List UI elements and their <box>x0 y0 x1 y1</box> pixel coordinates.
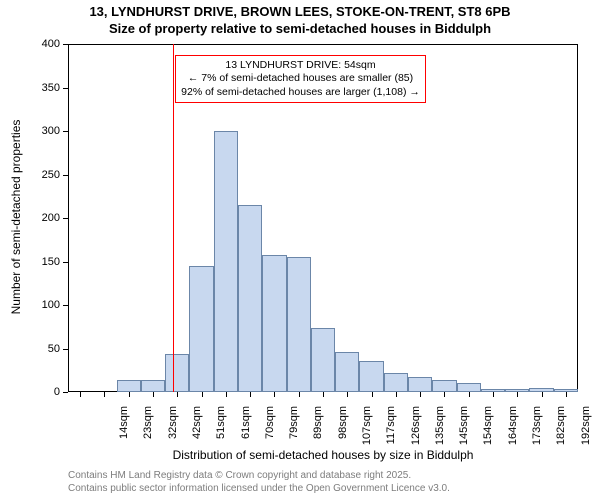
histogram-bar <box>287 257 311 392</box>
histogram-bar <box>408 377 432 392</box>
x-tick-mark <box>347 392 348 397</box>
x-tick-mark <box>469 392 470 397</box>
x-tick-mark <box>129 392 130 397</box>
x-tick-label: 182sqm <box>555 406 567 456</box>
x-tick-label: 32sqm <box>167 406 179 456</box>
x-tick-label: 173sqm <box>531 406 543 456</box>
annotation-line: 92% of semi-detached houses are larger (… <box>181 86 420 99</box>
y-tick-label: 300 <box>0 125 60 137</box>
x-tick-mark <box>177 392 178 397</box>
axis-border-left <box>68 44 69 392</box>
annotation-box: 13 LYNDHURST DRIVE: 54sqm← 7% of semi-de… <box>175 55 426 102</box>
y-tick-mark <box>63 262 68 263</box>
x-tick-mark <box>80 392 81 397</box>
histogram-bar <box>384 373 408 392</box>
x-tick-label: 61sqm <box>240 406 252 456</box>
x-tick-label: 135sqm <box>434 406 446 456</box>
x-tick-mark <box>104 392 105 397</box>
x-tick-mark <box>202 392 203 397</box>
x-tick-label: 154sqm <box>482 406 494 456</box>
histogram-bar <box>311 328 335 392</box>
annotation-line: ← 7% of semi-detached houses are smaller… <box>181 72 420 85</box>
x-tick-mark <box>542 392 543 397</box>
x-tick-label: 126sqm <box>410 406 422 456</box>
x-tick-label: 192sqm <box>580 406 592 456</box>
x-tick-label: 51sqm <box>215 406 227 456</box>
histogram-bar <box>457 383 481 392</box>
footer-line-1: Contains HM Land Registry data © Crown c… <box>68 470 450 483</box>
y-tick-label: 0 <box>0 386 60 398</box>
x-tick-mark <box>153 392 154 397</box>
footer-attribution: Contains HM Land Registry data © Crown c… <box>68 470 450 495</box>
x-tick-label: 79sqm <box>288 406 300 456</box>
y-tick-label: 250 <box>0 169 60 181</box>
y-tick-label: 400 <box>0 38 60 50</box>
x-tick-mark <box>372 392 373 397</box>
y-tick-mark <box>63 175 68 176</box>
y-tick-mark <box>63 131 68 132</box>
reference-line <box>173 44 174 392</box>
x-tick-mark <box>274 392 275 397</box>
y-tick-mark <box>63 392 68 393</box>
histogram-plot-area: 13 LYNDHURST DRIVE: 54sqm← 7% of semi-de… <box>68 44 578 392</box>
x-tick-label: 98sqm <box>337 406 349 456</box>
y-tick-mark <box>63 44 68 45</box>
histogram-bar <box>432 380 456 392</box>
y-tick-mark <box>63 305 68 306</box>
y-tick-label: 50 <box>0 343 60 355</box>
x-tick-mark <box>444 392 445 397</box>
histogram-bar <box>165 354 189 392</box>
x-tick-mark <box>517 392 518 397</box>
title-line-1: 13, LYNDHURST DRIVE, BROWN LEES, STOKE-O… <box>0 4 600 21</box>
x-tick-mark <box>299 392 300 397</box>
x-tick-label: 42sqm <box>191 406 203 456</box>
x-tick-label: 89sqm <box>312 406 324 456</box>
x-tick-mark <box>566 392 567 397</box>
histogram-bar <box>262 255 286 392</box>
y-tick-label: 350 <box>0 82 60 94</box>
histogram-bar <box>141 380 165 392</box>
x-tick-label: 14sqm <box>118 406 130 456</box>
y-tick-label: 100 <box>0 299 60 311</box>
y-tick-mark <box>63 88 68 89</box>
histogram-bar <box>189 266 213 392</box>
axis-border-top <box>68 44 578 45</box>
y-tick-mark <box>63 349 68 350</box>
y-tick-label: 200 <box>0 212 60 224</box>
chart-title-block: 13, LYNDHURST DRIVE, BROWN LEES, STOKE-O… <box>0 0 600 38</box>
histogram-bar <box>359 361 383 392</box>
x-tick-label: 70sqm <box>264 406 276 456</box>
axis-border-right <box>577 44 578 392</box>
title-line-2: Size of property relative to semi-detach… <box>0 21 600 38</box>
x-tick-label: 164sqm <box>507 406 519 456</box>
x-tick-mark <box>250 392 251 397</box>
histogram-bar <box>335 352 359 392</box>
x-tick-label: 145sqm <box>458 406 470 456</box>
x-tick-mark <box>493 392 494 397</box>
footer-line-2: Contains public sector information licen… <box>68 483 450 496</box>
x-tick-mark <box>323 392 324 397</box>
annotation-line: 13 LYNDHURST DRIVE: 54sqm <box>181 59 420 72</box>
histogram-bar <box>117 380 141 392</box>
histogram-bar <box>238 205 262 392</box>
y-tick-mark <box>63 218 68 219</box>
x-tick-mark <box>396 392 397 397</box>
y-tick-label: 150 <box>0 256 60 268</box>
x-tick-label: 23sqm <box>142 406 154 456</box>
x-tick-mark <box>226 392 227 397</box>
x-tick-label: 117sqm <box>385 406 397 456</box>
histogram-bar <box>214 131 238 392</box>
x-tick-mark <box>420 392 421 397</box>
x-tick-label: 107sqm <box>361 406 373 456</box>
